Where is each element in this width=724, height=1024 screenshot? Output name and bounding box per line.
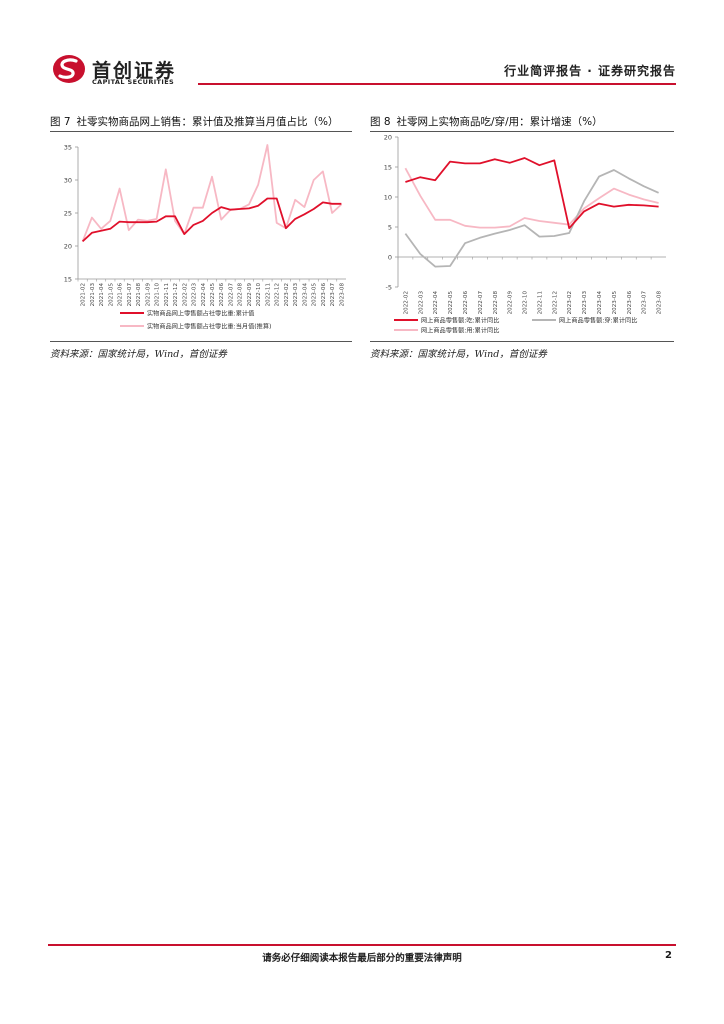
fig7-x-tick-label: 2021-02 (81, 283, 87, 306)
fig7-x-tick-label: 2022-07 (228, 283, 234, 307)
fig8-y-tick-label: 20 (384, 134, 392, 142)
fig7-x-tick-label: 2021-03 (90, 283, 96, 307)
fig7-x-tick-label: 2021-10 (155, 283, 161, 307)
fig7-x-tick-label: 2022-02 (182, 283, 188, 306)
fig7-x-tick-label: 2021-06 (118, 283, 124, 307)
fig7-series-line-1 (81, 197, 342, 243)
fig8-x-tick-label: 2023-04 (597, 291, 603, 315)
fig7-x-tick-label: 2023-08 (339, 283, 345, 307)
fig8-series-line-3 (404, 167, 659, 229)
figure7-bottom-rule (50, 341, 352, 342)
fig7-x-tick-label: 2022-05 (210, 283, 216, 307)
fig7-x-tick-label: 2023-06 (321, 283, 327, 307)
fig8-x-tick-label: 2022-09 (508, 291, 514, 315)
fig8-legend-label-1: 网上商品零售额:吃:累计同比 (421, 316, 499, 324)
fig7-y-tick-label: 30 (64, 177, 72, 185)
figure8-bottom-rule (370, 341, 674, 342)
footer-disclaimer: 请务必仔细阅读本报告最后部分的重要法律声明 (262, 953, 462, 964)
fig7-y-tick-label: 25 (64, 210, 72, 218)
fig8-x-tick-label: 2023-02 (567, 291, 573, 314)
fig7-x-tick-label: 2021-05 (108, 283, 114, 307)
figure7-chart: 15 20 25 30 35 2021-02 2021-03 2021-04 2021-05 20… (64, 144, 346, 330)
fig7-x-tick-label: 2021-12 (173, 283, 179, 306)
fig8-y-tick-label: 15 (384, 164, 392, 172)
fig7-x-tick-label: 2021-09 (145, 283, 151, 307)
fig7-x-tick-label: 2022-12 (275, 283, 281, 306)
fig8-series-line-2 (404, 169, 659, 268)
logo-text-en: CAPITAL SECURITIES (92, 78, 175, 86)
footer-divider (48, 944, 676, 946)
fig7-y-tick-label: 15 (64, 276, 72, 284)
fig7-x-tick-label: 2022-04 (201, 283, 207, 307)
fig7-legend-label-2: 实物商品网上零售额占社零比重:当月值(推算) (147, 322, 271, 330)
fig8-x-tick-label: 2022-10 (523, 291, 529, 315)
fig7-legend-label-1: 实物商品网上零售额占社零比重:累计值 (147, 309, 254, 317)
fig8-y-tick-label: -5 (386, 284, 392, 292)
capital-securities-logo-icon (53, 55, 85, 83)
figure7-source: 资料来源：国家统计局，Wind，首创证券 (50, 349, 227, 360)
fig8-y-tick-label: 10 (384, 194, 392, 202)
figure7-title: 图 7 社零实物商品网上销售：累计值及推算当月值占比（%） (50, 114, 339, 129)
fig8-x-tick-label: 2022-02 (403, 291, 409, 314)
fig7-x-tick-label: 2022-11 (265, 283, 271, 307)
header-divider (198, 83, 676, 85)
fig8-y-tick-label: 5 (388, 224, 392, 232)
fig8-x-tick-label: 2023-07 (642, 291, 648, 315)
fig7-x-tick-label: 2023-02 (284, 283, 290, 306)
fig7-x-tick-label: 2023-05 (312, 283, 318, 307)
fig8-legend-label-3: 网上商品零售额:用:累计同比 (421, 326, 499, 334)
fig8-x-tick-label: 2023-03 (582, 291, 588, 315)
report-header: 首创证券 CAPITAL SECURITIES 行业简评报告 · 证券研究报告 (48, 52, 676, 86)
figure8-number: 图 8 (370, 116, 391, 128)
figure8-title-rule (370, 131, 674, 132)
report-type: 行业简评报告 · 证券研究报告 (504, 64, 676, 78)
figure8-chart: -5 0 5 10 15 20 2022-02 2022-03 2022-04 2022-05 20… (384, 134, 666, 334)
fig8-x-tick-label: 2022-03 (418, 291, 424, 315)
fig8-x-tick-label: 2023-08 (657, 291, 663, 315)
fig8-x-tick-label: 2022-04 (433, 291, 439, 315)
figure8-title: 图 8 社零网上实物商品吃/穿/用：累计增速（%） (370, 114, 603, 129)
figure8-source: 资料来源：国家统计局，Wind，首创证券 (370, 349, 547, 360)
fig7-x-tick-label: 2023-04 (302, 283, 308, 307)
fig7-x-tick-label: 2022-08 (238, 283, 244, 307)
fig8-x-tick-label: 2022-11 (537, 291, 543, 315)
fig8-x-tick-label: 2022-05 (448, 291, 454, 315)
fig7-x-tick-label: 2023-07 (330, 283, 336, 307)
fig7-x-tick-label: 2023-03 (293, 283, 299, 307)
fig7-x-tick-label: 2022-09 (247, 283, 253, 307)
fig8-x-tick-label: 2022-06 (463, 291, 469, 315)
fig8-x-tick-label: 2022-12 (552, 291, 558, 314)
fig8-x-tick-label: 2022-07 (478, 291, 484, 315)
fig8-y-tick-label: 0 (388, 254, 392, 262)
fig7-y-tick-label: 20 (64, 243, 72, 251)
figure7-title-text: 社零实物商品网上销售：累计值及推算当月值占比（%） (76, 116, 339, 128)
fig8-x-tick-label: 2022-08 (493, 291, 499, 315)
fig7-y-tick-label: 35 (64, 144, 72, 152)
fig8-x-tick-label: 2023-05 (612, 291, 618, 315)
fig7-x-tick-label: 2022-10 (256, 283, 262, 307)
fig7-x-tick-label: 2021-11 (164, 283, 170, 307)
page-number: 2 (665, 950, 672, 961)
fig7-x-tick-label: 2021-07 (127, 283, 133, 307)
fig8-legend-label-2: 网上商品零售额:穿:累计同比 (559, 316, 637, 324)
figure8-title-text: 社零网上实物商品吃/穿/用：累计增速（%） (396, 116, 603, 128)
fig8-series-line-1 (405, 157, 659, 230)
fig7-series-line-2 (81, 144, 343, 242)
figure7-number: 图 7 (50, 116, 71, 128)
fig7-x-tick-label: 2022-06 (219, 283, 225, 307)
figure7-title-rule (50, 131, 352, 132)
fig8-x-tick-label: 2023-06 (627, 291, 633, 315)
fig7-x-tick-label: 2022-03 (192, 283, 198, 307)
fig7-x-tick-label: 2021-04 (99, 283, 105, 307)
fig7-x-tick-label: 2021-08 (136, 283, 142, 307)
logo-text-cn: 首创证券 (92, 60, 177, 82)
